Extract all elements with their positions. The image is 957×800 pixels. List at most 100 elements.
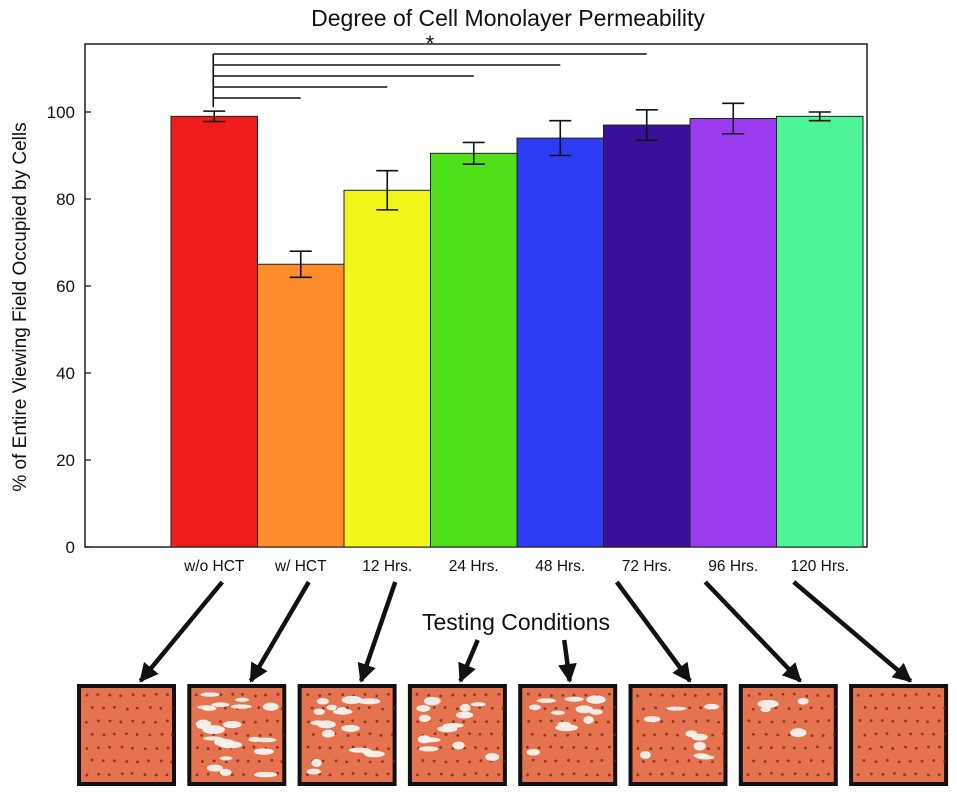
cell-nucleus bbox=[427, 693, 431, 697]
bar bbox=[603, 124, 691, 548]
y-tick-label: 60 bbox=[56, 277, 75, 296]
monolayer-gap bbox=[341, 724, 360, 732]
cell-nucleus bbox=[345, 760, 349, 764]
cell-nucleus bbox=[595, 747, 599, 751]
cell-nucleus bbox=[914, 692, 918, 696]
cell-nucleus bbox=[543, 759, 547, 763]
cell-nucleus bbox=[224, 733, 227, 737]
cell-nucleus bbox=[427, 772, 431, 776]
cell-nucleus bbox=[721, 732, 725, 736]
cell-nucleus bbox=[827, 719, 831, 722]
cell-nucleus bbox=[170, 733, 174, 736]
monolayer-gap bbox=[234, 697, 250, 702]
cell-nucleus bbox=[462, 720, 466, 724]
cell-nucleus bbox=[195, 773, 199, 777]
y-tick-label: 100 bbox=[47, 103, 75, 122]
cell-nucleus bbox=[782, 746, 786, 749]
cell-nucleus bbox=[219, 720, 222, 723]
cell-nucleus bbox=[549, 719, 553, 723]
monolayer-gap bbox=[316, 698, 329, 705]
cell-nucleus bbox=[252, 745, 256, 749]
cell-nucleus bbox=[588, 733, 592, 737]
monolayer-gap bbox=[341, 695, 363, 705]
cell-nucleus bbox=[608, 745, 611, 749]
y-tick-label: 40 bbox=[56, 364, 75, 383]
cell-nucleus bbox=[484, 693, 488, 697]
cell-nucleus bbox=[439, 772, 443, 776]
cell-nucleus bbox=[747, 719, 751, 723]
cell-nucleus bbox=[746, 773, 750, 777]
cell-nucleus bbox=[649, 747, 653, 751]
cell-nucleus bbox=[904, 694, 907, 697]
cell-nucleus bbox=[932, 759, 936, 762]
cell-nucleus bbox=[131, 746, 134, 750]
bar bbox=[257, 263, 345, 548]
monolayer-gap bbox=[583, 715, 594, 724]
cell-nucleus bbox=[682, 719, 686, 723]
cell-nucleus bbox=[758, 772, 762, 776]
monolayer-gap bbox=[417, 735, 431, 744]
cell-nucleus bbox=[567, 758, 570, 762]
y-tick-label: 20 bbox=[56, 451, 75, 470]
cell-nucleus bbox=[490, 732, 493, 736]
cell-nucleus bbox=[694, 694, 697, 697]
cell-nucleus bbox=[665, 732, 668, 736]
cell-nucleus bbox=[432, 706, 436, 709]
chart-title: Degree of Cell Monolayer Permeability bbox=[311, 5, 705, 31]
cell-nucleus bbox=[856, 773, 860, 777]
cell-nucleus bbox=[246, 759, 250, 763]
cell-nucleus bbox=[687, 759, 691, 763]
cell-nucleus bbox=[275, 745, 279, 749]
monolayer-gap bbox=[253, 771, 278, 778]
x-tick-label: w/ HCT bbox=[274, 558, 327, 575]
cell-nucleus bbox=[649, 693, 653, 696]
cell-nucleus bbox=[501, 732, 505, 736]
cell-nucleus bbox=[804, 746, 807, 750]
cell-nucleus bbox=[776, 733, 780, 737]
cell-nucleus bbox=[904, 745, 908, 749]
x-tick-label: 48 Hrs. bbox=[535, 558, 585, 575]
cell-nucleus bbox=[502, 759, 506, 763]
cell-nucleus bbox=[142, 694, 146, 697]
cell-nucleus bbox=[119, 720, 123, 724]
monolayer-gap bbox=[223, 720, 242, 729]
cell-nucleus bbox=[699, 760, 702, 764]
cell-nucleus bbox=[566, 733, 570, 737]
micrograph-panel bbox=[628, 684, 728, 786]
cell-nucleus bbox=[805, 772, 809, 776]
cell-nucleus bbox=[415, 692, 419, 696]
x-tick-label: 120 Hrs. bbox=[790, 558, 849, 575]
cell-nucleus bbox=[276, 719, 280, 723]
cell-nucleus bbox=[560, 772, 564, 776]
cell-nucleus bbox=[874, 706, 877, 710]
cell-nucleus bbox=[478, 706, 482, 710]
cell-nucleus bbox=[485, 773, 489, 777]
cell-nucleus bbox=[367, 706, 371, 710]
cell-nucleus bbox=[932, 732, 936, 736]
cell-nucleus bbox=[200, 760, 204, 763]
cell-nucleus bbox=[125, 760, 129, 763]
cell-nucleus bbox=[670, 771, 674, 775]
cell-nucleus bbox=[688, 706, 692, 710]
cell-nucleus bbox=[885, 732, 889, 736]
cell-nucleus bbox=[683, 747, 687, 750]
cell-nucleus bbox=[554, 706, 558, 710]
cell-nucleus bbox=[257, 706, 261, 710]
cell-nucleus bbox=[764, 732, 768, 736]
micrograph-panel bbox=[407, 684, 507, 786]
cell-nucleus bbox=[136, 760, 139, 764]
pointer-arrow bbox=[614, 580, 692, 683]
cell-nucleus bbox=[165, 773, 169, 777]
cell-nucleus bbox=[120, 745, 124, 749]
cell-nucleus bbox=[937, 719, 941, 723]
cell-nucleus bbox=[439, 746, 442, 749]
bar bbox=[776, 115, 864, 548]
cell-nucleus bbox=[340, 745, 344, 749]
cell-nucleus bbox=[463, 773, 466, 777]
cell-nucleus bbox=[501, 707, 505, 710]
cell-nucleus bbox=[781, 692, 785, 696]
cell-nucleus bbox=[759, 746, 762, 750]
monolayer-gap bbox=[797, 697, 809, 705]
cell-nucleus bbox=[108, 719, 112, 723]
cell-nucleus bbox=[909, 732, 913, 736]
